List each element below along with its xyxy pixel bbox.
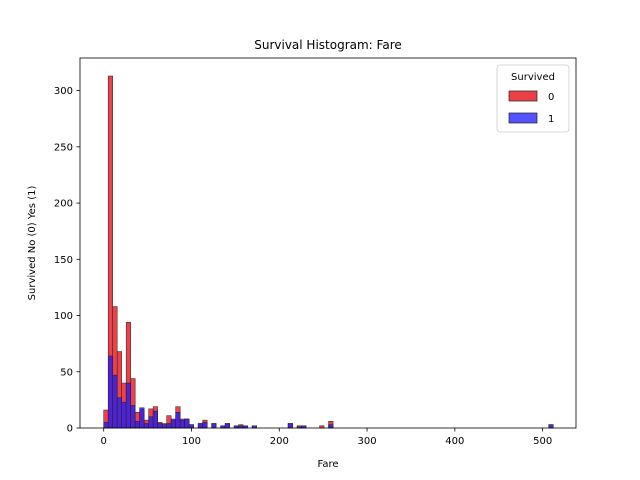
x-axis-ticks: 0 100 200 300 400 500 [101,428,552,447]
legend-label-survived-1: 1 [548,114,554,125]
bar-survived-1 [139,407,145,429]
bar-survived-1 [211,423,217,429]
bar-survived-1 [175,412,181,429]
y-tick-label: 0 [67,424,73,435]
y-tick-label: 300 [54,86,73,97]
y-tick-label: 150 [54,255,73,266]
x-tick-label: 400 [445,436,464,447]
axes-frame [79,57,577,429]
bar-survived-1 [170,418,176,429]
bar-survived-1 [157,423,163,429]
bar-survived-1 [121,401,127,429]
y-axis-label: Survived No (0) Yes (1) [27,186,38,301]
bar-survived-1 [103,422,109,429]
x-tick-label: 100 [182,436,201,447]
bar-survived-1 [143,423,149,429]
x-tick-label: 500 [533,436,552,447]
bar-survived-1 [166,423,172,429]
bar-survived-1 [148,416,154,429]
x-axis-label: Fare [317,459,338,470]
y-tick-label: 50 [60,367,73,378]
bar-survived-1 [202,422,208,429]
x-tick-label: 300 [358,436,377,447]
bar-survived-1 [161,424,167,429]
x-tick-label: 0 [101,436,107,447]
y-tick-label: 200 [54,199,73,210]
bar-survived-1 [134,421,140,429]
legend: Survived 0 1 [496,64,570,133]
legend-swatch-survived-1 [508,112,538,124]
y-tick-label: 250 [54,142,73,153]
bar-survived-1 [184,418,190,429]
bar-survived-1 [224,423,230,429]
x-tick-label: 200 [270,436,289,447]
bar-survived-1 [188,424,194,429]
bar-survived-1 [548,424,554,429]
bar-survived-1 [328,424,334,429]
bar-survived-1 [179,419,185,429]
bar-survived-1 [152,410,158,429]
legend-swatch-survived-0 [508,90,538,102]
bar-survived-1 [125,382,131,429]
y-tick-label: 100 [54,311,73,322]
legend-label-survived-0: 0 [548,92,554,103]
bar-survived-1 [197,423,203,429]
bar-survived-1 [107,355,113,429]
y-axis-ticks: 0 50 100 150 200 250 300 [54,86,80,435]
legend-title: Survived [511,72,555,83]
bar-survived-1 [130,405,136,429]
chart-title: Survival Histogram: Fare [254,38,402,52]
bar-survived-1 [287,423,293,429]
bar-survived-1 [116,397,122,429]
bar-survived-1 [112,374,118,429]
